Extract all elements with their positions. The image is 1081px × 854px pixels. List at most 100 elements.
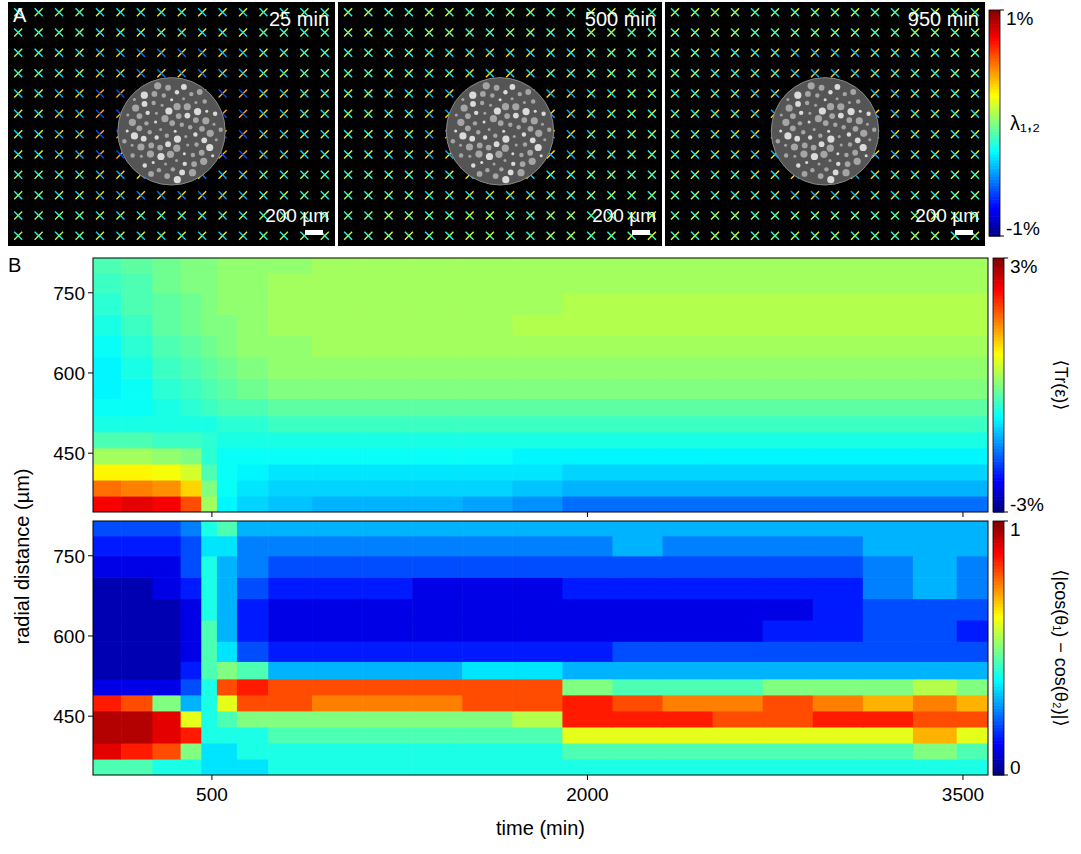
spheroid-texture	[142, 101, 148, 107]
strain-arm-2	[771, 69, 779, 77]
strain-arm-2	[76, 8, 84, 16]
strain-arm-1	[76, 29, 84, 37]
strain-arm-1	[648, 49, 656, 57]
strain-arm-1	[96, 110, 104, 118]
heatmap-cell	[913, 273, 957, 294]
spheroid-texture	[476, 130, 480, 134]
spheroid-texture	[547, 128, 551, 132]
y-tick-label: 600	[53, 363, 85, 384]
spheroid-texture	[808, 112, 811, 115]
heatmap-cell	[237, 759, 269, 775]
strain-arm-2	[691, 171, 699, 179]
strain-arm-1	[567, 29, 575, 37]
heatmap-cell	[813, 464, 864, 481]
strain-arm-2	[971, 90, 979, 98]
strain-arm-2	[55, 212, 63, 220]
spheroid-texture	[191, 153, 195, 157]
spheroid-texture	[477, 143, 483, 149]
heatmap-cell	[268, 743, 312, 760]
heatmap-cell	[121, 293, 153, 315]
strain-arm-1	[567, 171, 575, 179]
strain-arm-1	[466, 212, 474, 220]
strain-arm-1	[137, 212, 145, 220]
heatmap-cell	[93, 416, 122, 433]
spheroid-texture	[184, 103, 191, 110]
strain-arm-1	[648, 171, 656, 179]
heatmap-cell	[237, 464, 269, 481]
strain-arm-1	[811, 69, 819, 77]
strain-arm-2	[931, 191, 939, 199]
strain-arm-2	[14, 232, 22, 240]
spheroid-texture	[173, 103, 180, 110]
heatmap-cell	[512, 743, 563, 760]
strain-arm-2	[219, 90, 227, 98]
strain-arm-1	[14, 130, 22, 138]
strain-arm-1	[137, 191, 145, 199]
strain-arm-1	[931, 90, 939, 98]
heatmap-cell	[462, 464, 513, 481]
heatmap-cell	[93, 448, 122, 465]
strain-arm-1	[344, 90, 352, 98]
strain-arm-2	[239, 232, 247, 240]
strain-arm-2	[526, 29, 534, 37]
strain-arm-2	[405, 151, 413, 159]
strain-arm-1	[567, 212, 575, 220]
colorbar-title: ⟨Tr(ε)⟩	[1051, 360, 1071, 410]
strain-arm-2	[76, 130, 84, 138]
spheroid-texture	[164, 173, 170, 179]
heatmap-cell	[412, 464, 463, 481]
strain-arm-2	[259, 8, 267, 16]
strain-arm-2	[486, 212, 494, 220]
strain-arm-2	[445, 212, 453, 220]
strain-arm-1	[35, 130, 43, 138]
heatmap-cell	[763, 432, 814, 449]
heatmap-cell	[763, 273, 814, 294]
spheroid-texture	[502, 130, 505, 133]
heatmap-cell	[462, 432, 513, 449]
strain-arm-2	[405, 191, 413, 199]
strain-arm-1	[178, 212, 186, 220]
strain-arm-2	[851, 8, 859, 16]
heatmap-cell	[412, 293, 463, 315]
strain-arm-1	[731, 130, 739, 138]
strain-arm-1	[628, 90, 636, 98]
spheroid-texture	[157, 153, 164, 160]
strain-arm-1	[931, 171, 939, 179]
spheroid-texture	[483, 112, 486, 115]
heatmap-cell	[217, 464, 238, 481]
heatmap-cell	[312, 314, 363, 336]
spheroid-texture	[475, 150, 482, 157]
strain-arm-2	[259, 232, 267, 240]
heatmap-cell	[312, 398, 363, 416]
strain-arm-1	[157, 29, 165, 37]
strain-arm-2	[344, 130, 352, 138]
strain-arm-1	[219, 8, 227, 16]
spheroid-texture	[802, 143, 808, 149]
strain-arm-1	[259, 191, 267, 199]
strain-arm-2	[157, 69, 165, 77]
spheroid-texture	[193, 132, 197, 136]
heatmap-cell	[913, 398, 957, 416]
heatmap-cell	[713, 743, 764, 760]
heatmap-cell	[93, 480, 122, 497]
strain-arm-2	[385, 8, 393, 16]
strain-arm-1	[239, 110, 247, 118]
strain-arm-2	[891, 232, 899, 240]
strain-arm-1	[239, 69, 247, 77]
strain-arm-1	[239, 130, 247, 138]
heatmap-cell	[462, 743, 513, 760]
strain-arm-1	[771, 212, 779, 220]
heatmap-cell	[462, 727, 513, 744]
strain-arm-1	[425, 232, 433, 240]
heatmap-cell	[362, 273, 413, 294]
spheroid-texture	[486, 145, 492, 151]
strain-arm-1	[711, 49, 719, 57]
strain-arm-1	[506, 29, 514, 37]
strain-arm-2	[648, 69, 656, 77]
strain-arm-1	[791, 49, 799, 57]
heatmap-cell	[512, 398, 563, 416]
heatmap-cell	[268, 314, 312, 336]
strain-arm-2	[344, 212, 352, 220]
spheroid-texture	[131, 132, 138, 139]
strain-arm-2	[300, 151, 308, 159]
